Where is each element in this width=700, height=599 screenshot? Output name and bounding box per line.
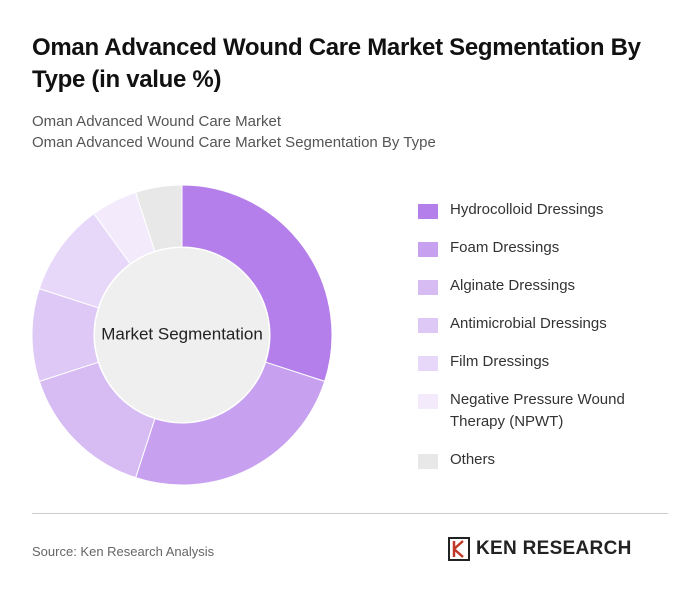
center-label: Market Segmentation — [101, 324, 263, 343]
legend-label: Negative Pressure Wound Therapy (NPWT) — [450, 391, 625, 430]
legend-label: Alginate Dressings — [450, 277, 576, 294]
subtitle: Oman Advanced Wound Care Market — [32, 113, 282, 130]
legend-item: Alginate Dressings — [418, 275, 658, 297]
legend-item: Foam Dressings — [418, 237, 658, 259]
legend: Hydrocolloid Dressings Foam Dressings Algi… — [418, 199, 658, 471]
divider — [32, 513, 668, 514]
donut-chart: Market Segmentation — [31, 184, 333, 486]
brand-name: KEN RESEARCH — [476, 538, 632, 559]
donut-segment — [135, 184, 183, 252]
donut-center — [95, 248, 269, 422]
legend-swatch — [418, 356, 438, 371]
legend-swatch — [418, 280, 438, 295]
donut-segment — [135, 361, 326, 486]
logo-icon — [448, 537, 470, 561]
subtitle: Oman Advanced Wound Care Market Segmenta… — [32, 134, 436, 151]
legend-item: Negative Pressure Wound Therapy (NPWT) — [418, 389, 658, 433]
legend-swatch — [418, 394, 438, 409]
legend-swatch — [418, 242, 438, 257]
brand-logo: KEN RESEARCH — [448, 537, 632, 561]
source: Source: Ken Research Analysis — [32, 544, 215, 559]
legend-label: Antimicrobial Dressings — [450, 315, 607, 332]
chart-title: Oman Advanced Wound Care Market Segmenta… — [32, 34, 641, 93]
legend-item: Antimicrobial Dressings — [418, 313, 658, 335]
donut-segment — [181, 184, 333, 382]
legend-label: Foam Dressings — [450, 239, 560, 256]
legend-swatch — [418, 318, 438, 333]
legend-item: Others — [418, 449, 658, 471]
legend-label: Hydrocolloid Dressings — [450, 201, 604, 218]
legend-item: Hydrocolloid Dressings — [418, 199, 658, 221]
legend-label: Others — [450, 451, 496, 468]
legend-swatch — [418, 454, 438, 469]
legend-item: Film Dressings — [418, 351, 658, 373]
legend-swatch — [418, 204, 438, 219]
legend-label: Film Dressings — [450, 353, 550, 370]
